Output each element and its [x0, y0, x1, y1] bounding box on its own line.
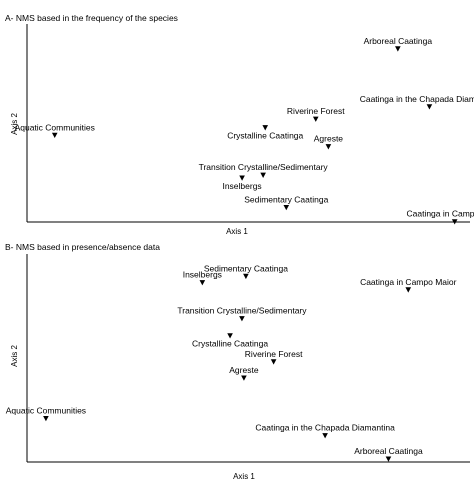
data-point-label: Inselbergs — [183, 270, 222, 280]
data-point-marker — [405, 287, 412, 293]
data-point-label: Caatinga in Campo Maior — [406, 209, 474, 219]
data-point-marker — [283, 204, 290, 211]
data-point-label: Riverine Forest — [245, 349, 303, 359]
data-point-marker — [241, 375, 247, 381]
data-point-label: Crystalline Caatinga — [227, 131, 303, 141]
data-point-marker — [243, 273, 249, 280]
data-point-marker — [325, 144, 332, 150]
data-point-label: Agreste — [229, 365, 259, 375]
data-point-label: Riverine Forest — [287, 106, 345, 116]
data-point-marker — [262, 125, 269, 131]
data-point-label: Sedimentary Caatinga — [244, 194, 328, 204]
data-point-marker — [239, 316, 245, 322]
data-point-label: Aquatic Communities — [6, 406, 86, 416]
data-point-marker — [312, 116, 319, 122]
data-point-label: Arboreal Caatinga — [364, 36, 433, 46]
data-point-marker — [51, 132, 58, 139]
panel-a-points: Arboreal Caatinga Caatinga in the Chapada… — [15, 36, 474, 225]
data-point-label: Sedimentary Caatinga — [204, 263, 288, 273]
data-point-marker — [43, 416, 49, 422]
data-point-marker — [270, 359, 277, 365]
data-point-label: Caatinga in Campo Maior — [360, 277, 457, 287]
data-point-marker — [227, 333, 233, 339]
data-point-label: Transition Crystalline/Sedimentary — [199, 162, 329, 172]
panel-a-title: A- NMS based in the frequency of the spe… — [5, 13, 178, 23]
data-point-label: Agreste — [314, 134, 344, 144]
data-point-marker — [426, 104, 433, 110]
data-point-marker — [260, 172, 266, 178]
data-point-marker — [239, 175, 245, 181]
data-point-label: Caatinga in the Chapada Diamantina — [360, 94, 474, 104]
data-point-label: Caatinga in the Chapada Diamantina — [255, 423, 395, 433]
data-point-label: Transition Crystalline/Sedimentary — [177, 306, 307, 316]
data-point-label: Aquatic Communities — [15, 122, 95, 132]
panel-a: A- NMS based in the frequency of the spe… — [5, 13, 474, 236]
panel-a-x-label: Axis 1 — [226, 227, 248, 236]
panel-b-x-label: Axis 1 — [233, 472, 255, 481]
data-point-label: Inselbergs — [222, 181, 261, 191]
data-point-marker — [385, 456, 392, 462]
panel-a-y-label: Axis 2 — [10, 113, 19, 135]
data-point-marker — [451, 219, 458, 225]
data-point-label: Crystalline Caatinga — [192, 339, 268, 349]
data-point-marker — [199, 280, 206, 286]
data-point-marker — [322, 433, 328, 439]
data-point-marker — [395, 46, 401, 52]
panel-b-title: B- NMS based in presence/absence data — [5, 242, 160, 252]
panel-b: B- NMS based in presence/absence data Ax… — [5, 242, 470, 481]
panel-b-y-label: Axis 2 — [10, 345, 19, 367]
data-point-label: Arboreal Caatinga — [354, 446, 423, 456]
